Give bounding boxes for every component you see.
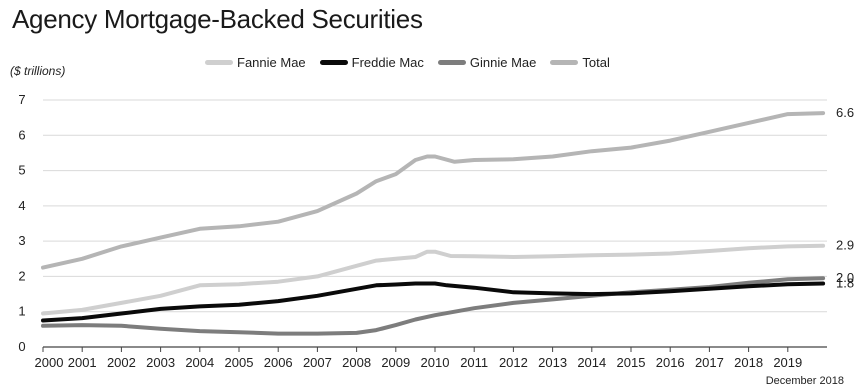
y-tick-label: 5 [18, 163, 25, 178]
series-line-ginnie-mae [41, 276, 826, 336]
x-tick-label: 2003 [146, 355, 175, 370]
legend: Fannie Mae Freddie Mac Ginnie Mae Total [205, 55, 624, 70]
legend-swatch [550, 60, 579, 65]
y-tick-label: 4 [18, 198, 25, 213]
series-line-fannie-mae [41, 243, 826, 316]
date-note: December 2018 [765, 375, 844, 387]
x-tick-label: 2016 [656, 355, 685, 370]
x-tick-label: 2015 [617, 355, 646, 370]
x-tick-label: 2002 [107, 355, 136, 370]
x-tick-label: 2010 [421, 355, 450, 370]
y-tick-label: 7 [18, 92, 25, 107]
legend-swatch [437, 60, 466, 65]
end-label-fannie-mae: 2.9 [836, 238, 854, 253]
x-tick-label: 2014 [577, 355, 606, 370]
y-axis: 0 1 2 3 4 5 6 7 [18, 92, 25, 354]
legend-item-total: Total [550, 55, 610, 70]
legend-label: Total [582, 55, 610, 70]
y-tick-label: 2 [18, 268, 25, 283]
legend-swatch [319, 60, 348, 65]
x-tick-label: 2007 [303, 355, 332, 370]
end-labels: 2.0 2.9 6.6 1.8 [836, 105, 854, 290]
x-tick-label: 2012 [499, 355, 528, 370]
legend-item-freddie-mac: Freddie Mac [319, 55, 424, 70]
x-tick-label: 2005 [225, 355, 254, 370]
legend-item-fannie-mae: Fannie Mae [205, 55, 306, 70]
x-tick-label: 2013 [538, 355, 567, 370]
x-axis: 2000 2001 2002 2003 2004 2005 2006 2007 2008 2009… [35, 347, 802, 370]
x-tick-label: 2006 [264, 355, 293, 370]
series-line-freddie-mac [41, 281, 826, 323]
end-label-ginnie-mae: 2.0 [836, 270, 854, 285]
legend-label: Fannie Mae [237, 55, 306, 70]
y-axis-unit-label: ($ trillions) [10, 64, 66, 78]
chart-title: Agency Mortgage-Backed Securities [12, 4, 423, 34]
legend-item-ginnie-mae: Ginnie Mae [437, 55, 537, 70]
x-tick-label: 2019 [773, 355, 802, 370]
y-tick-label: 6 [18, 127, 25, 142]
legend-swatch [205, 60, 233, 65]
x-tick-label: 2001 [68, 355, 97, 370]
legend-label: Ginnie Mae [469, 55, 537, 70]
x-tick-label: 2004 [185, 355, 214, 370]
x-tick-label: 2018 [734, 355, 763, 370]
legend-label: Freddie Mac [351, 55, 424, 70]
y-tick-label: 1 [18, 304, 25, 319]
y-tick-label: 3 [18, 233, 25, 248]
x-tick-label: 2017 [695, 355, 724, 370]
series-line-total [41, 111, 826, 270]
x-tick-label: 2011 [460, 355, 488, 370]
x-tick-label: 2009 [381, 355, 410, 370]
x-tick-label: 2000 [35, 355, 64, 370]
end-label-total: 6.6 [836, 105, 854, 120]
x-tick-label: 2008 [342, 355, 371, 370]
end-label-freddie-mac: 1.8 [836, 275, 854, 290]
series-lines [41, 111, 826, 336]
y-tick-label: 0 [18, 339, 25, 354]
